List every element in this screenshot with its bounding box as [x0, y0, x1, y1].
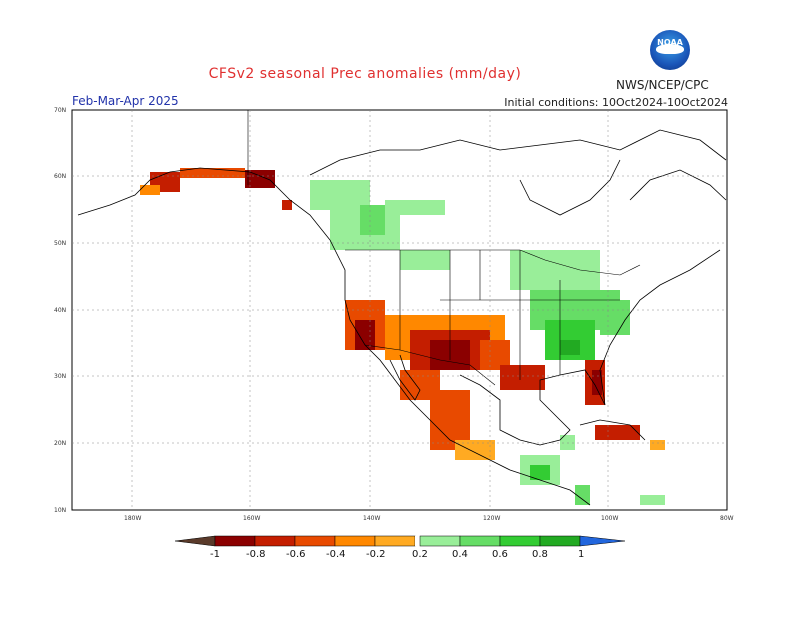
anomaly-cell — [180, 168, 245, 178]
season-label: Feb-Mar-Apr 2025 — [72, 94, 179, 108]
colorbar-label: -0.8 — [246, 549, 266, 560]
colorbar-label: -1 — [210, 549, 220, 560]
anomaly-cell — [575, 485, 590, 505]
anomaly-cell — [592, 370, 602, 395]
lat-labels: 70N 60N 50N 40N 30N 20N 10N — [54, 107, 66, 514]
border-states-1 — [399, 250, 620, 380]
anomaly-cell — [282, 200, 292, 210]
colorbar-swatch — [499, 535, 541, 547]
lon-label: 100W — [601, 515, 618, 522]
coastline-arctic — [309, 129, 727, 176]
lat-label: 60N — [54, 173, 66, 180]
colorbar-swatch — [294, 535, 336, 547]
anomaly-cell — [355, 320, 375, 350]
colorbar-swatch — [254, 535, 296, 547]
coastline-cuba — [579, 419, 646, 441]
lat-label: 50N — [54, 240, 66, 247]
coastline-greenland — [629, 169, 727, 201]
colorbar-label: 0.6 — [492, 549, 508, 560]
colorbar-swatch — [419, 535, 461, 547]
coastlines — [77, 129, 727, 506]
lat-label: 20N — [54, 440, 66, 447]
colorbar-label: 0.4 — [452, 549, 468, 560]
colorbar-label: 1 — [578, 549, 584, 560]
colorbar — [174, 535, 626, 547]
border-us-canada — [345, 249, 641, 276]
coastline-baja — [389, 354, 421, 401]
colorbar-swatch — [214, 535, 256, 547]
colorbar-swatch — [459, 535, 501, 547]
anomaly-cell — [360, 205, 385, 235]
colorbar-label: 0.8 — [532, 549, 548, 560]
logo-bird-shape — [656, 44, 684, 54]
lat-label: 40N — [54, 307, 66, 314]
colorbar-swatch — [334, 535, 376, 547]
lat-label: 30N — [54, 373, 66, 380]
anomaly-layer — [140, 168, 665, 505]
lon-label: 120W — [483, 515, 500, 522]
anomaly-cell — [140, 185, 160, 195]
coastline-hudson — [519, 159, 621, 216]
coastline-alaska — [77, 167, 331, 241]
lon-labels: 180W 160W 140W 120W 100W 80W — [124, 515, 734, 522]
lon-label: 140W — [363, 515, 380, 522]
anomaly-cell — [500, 365, 545, 390]
colorbar-label: -0.2 — [366, 549, 386, 560]
anomaly-cell — [600, 300, 630, 335]
anomaly-cell — [400, 250, 450, 270]
colorbar-wet-extreme — [579, 535, 626, 547]
colorbar-label: -0.4 — [326, 549, 346, 560]
agency-label: NWS/NCEP/CPC — [616, 78, 709, 92]
anomaly-cell — [650, 440, 665, 450]
anomaly-cell — [530, 465, 550, 480]
lon-label: 160W — [243, 515, 260, 522]
colorbar-labels: -1 -0.8 -0.6 -0.4 -0.2 0.2 0.4 0.6 0.8 1 — [210, 549, 584, 560]
anomaly-cell — [560, 435, 575, 450]
lat-label: 10N — [54, 507, 66, 514]
initial-conditions-label: Initial conditions: 10Oct2024-10Oct2024 — [504, 96, 728, 109]
coastline-gulf — [459, 369, 606, 446]
lon-label: 80W — [720, 515, 734, 522]
colorbar-swatch — [374, 535, 416, 547]
anomaly-cell — [595, 425, 640, 440]
noaa-logo-icon: NOAA — [650, 30, 690, 70]
anomaly-cell — [385, 200, 445, 215]
anomaly-cell — [455, 440, 495, 460]
lat-label: 70N — [54, 107, 66, 114]
coastline-west — [329, 239, 591, 506]
anomaly-cell — [245, 170, 275, 188]
gridlines — [72, 110, 727, 510]
colorbar-swatch — [539, 535, 581, 547]
anomaly-cell — [640, 495, 665, 505]
anomaly-cell — [510, 250, 600, 290]
anomaly-cell — [560, 340, 580, 355]
colorbar-dry-extreme — [174, 535, 216, 547]
colorbar-label: 0.2 — [412, 549, 428, 560]
colorbar-label: -0.6 — [286, 549, 306, 560]
border-us-mexico — [364, 344, 496, 386]
logo-text: NOAA — [657, 38, 683, 47]
colorbar-swatch — [415, 536, 420, 546]
borders — [247, 110, 641, 386]
lon-label: 180W — [124, 515, 141, 522]
map-title: CFSv2 seasonal Prec anomalies (mm/day) — [208, 66, 522, 82]
